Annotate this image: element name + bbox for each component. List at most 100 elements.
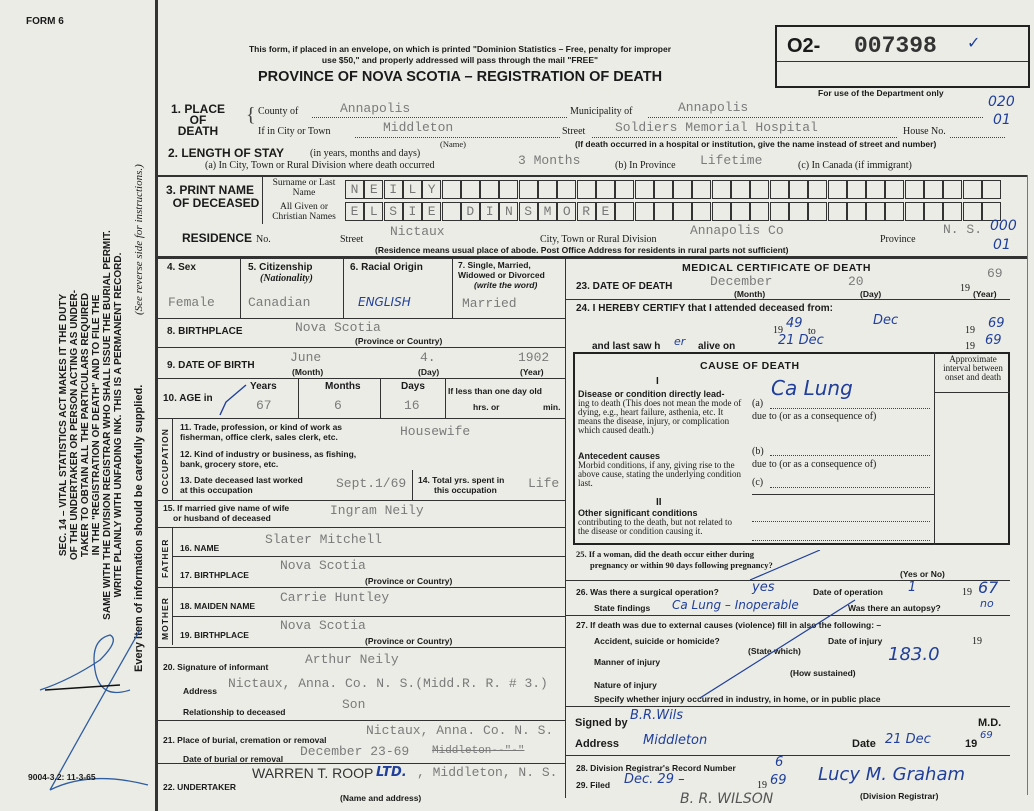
print-code: 9004-3.2: 11-3-65 xyxy=(28,772,96,782)
surname-letter-box xyxy=(711,180,731,199)
racial-origin-value: ENGLISH xyxy=(358,295,411,309)
given-letter-box xyxy=(615,202,635,221)
age-years: 67 xyxy=(256,398,272,413)
surname-letter-box xyxy=(904,180,924,199)
surname-letter-box xyxy=(480,180,500,199)
occupation-value: Housewife xyxy=(400,424,471,439)
certificate-date: 21 Dec xyxy=(885,732,931,747)
given-letter-box xyxy=(924,202,943,221)
given-letter-box xyxy=(441,202,461,221)
undertaker-ltd: LTD. xyxy=(376,765,407,780)
department-code: 000 xyxy=(990,218,1017,234)
given-letter-box: E xyxy=(422,202,442,221)
surname-letter-box xyxy=(518,180,538,199)
place-of-death-label: 1. PLACE OF DEATH xyxy=(170,102,225,138)
manner-code: 183.0 xyxy=(888,644,940,665)
side-note-reverse: (See reverse side for instructions.) xyxy=(133,164,145,315)
mother-birthplace-value: Nova Scotia xyxy=(280,618,366,633)
department-code: 01 xyxy=(993,112,1011,128)
surgery-value: yes xyxy=(752,580,775,595)
surname-letter-box: Y xyxy=(422,180,442,199)
spouse-value: Ingram Neily xyxy=(330,503,424,518)
registration-number-box: O2- 007398 ✓ xyxy=(775,25,1030,88)
father-birthplace-value: Nova Scotia xyxy=(280,558,366,573)
given-letter-box: L xyxy=(364,202,384,221)
notice-line: WRITE PLAINLY WITH UNFADING INK. THIS IS… xyxy=(113,252,124,598)
surname-letter-box xyxy=(943,180,963,199)
given-letter-box xyxy=(981,202,1001,221)
given-letter-box: D xyxy=(460,202,480,221)
residence-street: Nictaux xyxy=(390,224,445,239)
age-days: 16 xyxy=(404,398,420,413)
surname-letter-box xyxy=(827,180,847,199)
attended-from-year: 49 xyxy=(786,316,803,331)
surname-letter-box xyxy=(962,180,982,199)
death-year: 69 xyxy=(987,266,1003,281)
last-seen-alive-date: 21 Dec xyxy=(778,333,824,348)
last-worked-value: Sept.1/69 xyxy=(336,476,407,491)
marital-status-value: Married xyxy=(462,296,517,311)
given-letter-box xyxy=(904,202,924,221)
interval-header: Approximate interval between onset and d… xyxy=(943,354,1003,382)
undertaker-address: , Middleton, N. S. xyxy=(417,765,558,780)
surname-letter-box xyxy=(692,180,712,199)
filed-date: Dec. 29 – xyxy=(624,772,685,787)
residence-label: RESIDENCE xyxy=(182,231,253,245)
operation-date: 1 xyxy=(908,580,917,595)
attended-to: Dec xyxy=(873,313,899,328)
father-side-label: FATHER xyxy=(160,538,170,578)
hospital-note: (If death occurred in a hospital or inst… xyxy=(575,139,937,149)
surname-letter-box xyxy=(846,180,866,199)
department-code: 020 xyxy=(988,94,1015,110)
surname-letter-box xyxy=(557,180,577,199)
father-name-value: Slater Mitchell xyxy=(265,532,383,547)
dob-year: 1902 xyxy=(518,350,550,365)
notice-line: OF THE UNDERTAKER OR PERSON ACTING AS UN… xyxy=(69,289,80,561)
findings-value: Ca Lung – Inoperable xyxy=(672,598,799,612)
check-mark: ✓ xyxy=(967,33,981,52)
notice-line: SAME WITH THE DIVISION REGISTRAR WHO SHA… xyxy=(102,230,113,620)
death-month: December xyxy=(710,274,773,289)
given-letter-box: E xyxy=(595,202,615,221)
surname-letter-box xyxy=(499,180,519,199)
residence-note: (Residence means usual place of abode. P… xyxy=(375,245,789,255)
given-letter-box: I xyxy=(402,202,422,221)
given-letter-box xyxy=(866,202,886,221)
statute-notice: SEC. 14 – VITAL STATISTICS ACT MAKES IT … xyxy=(58,215,124,635)
last-seen-year: 69 xyxy=(985,333,1002,348)
given-letter-box: S xyxy=(518,202,538,221)
autopsy-value: no xyxy=(980,597,994,610)
surname-letter-box xyxy=(924,180,943,199)
municipality-value: Annapolis xyxy=(678,100,749,115)
physician-address: Middleton xyxy=(643,733,708,748)
length-of-stay-label: 2. LENGTH OF STAY xyxy=(168,146,285,160)
department-note: For use of the Department only xyxy=(818,88,944,98)
surname-letter-box: I xyxy=(383,180,403,199)
burial-date-value: December 23-69 xyxy=(300,744,410,759)
years-in-occupation-value: Life xyxy=(528,476,560,491)
record-number: 6 xyxy=(775,755,784,770)
department-code: 01 xyxy=(993,237,1011,253)
informant-address-value: Nictaux, Anna. Co. N. S.(Midd.R. R. # 3.… xyxy=(228,676,548,691)
sex-value: Female xyxy=(168,295,215,310)
death-day: 20 xyxy=(848,274,864,289)
attended-to-year: 69 xyxy=(988,316,1005,331)
mother-side-label: MOTHER xyxy=(160,597,170,640)
county-value: Annapolis xyxy=(340,101,411,116)
surname-letter-box: E xyxy=(364,180,384,199)
age-months: 6 xyxy=(334,398,342,413)
given-letter-box xyxy=(827,202,847,221)
given-letter-box: S xyxy=(383,202,403,221)
print-name-label: 3. PRINT NAME OF DECEASED xyxy=(166,183,260,210)
notice-line: SEC. 14 – VITAL STATISTICS ACT MAKES IT … xyxy=(58,293,69,557)
surname-letter-box xyxy=(788,180,808,199)
surname-letter-box: N xyxy=(345,180,364,199)
given-letter-box xyxy=(673,202,693,221)
birthplace-value: Nova Scotia xyxy=(295,320,381,335)
given-letter-box xyxy=(634,202,654,221)
undertaker-value: WARREN T. ROOP xyxy=(252,765,374,781)
street-value: Soldiers Memorial Hospital xyxy=(615,120,818,135)
registration-number: 007398 xyxy=(854,33,937,59)
given-letter-box xyxy=(750,202,770,221)
strike-through-stroke xyxy=(700,550,856,699)
